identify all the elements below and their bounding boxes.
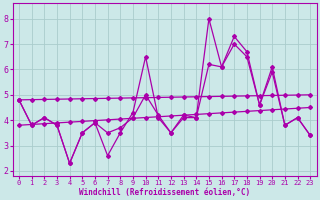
X-axis label: Windchill (Refroidissement éolien,°C): Windchill (Refroidissement éolien,°C) bbox=[79, 188, 250, 197]
